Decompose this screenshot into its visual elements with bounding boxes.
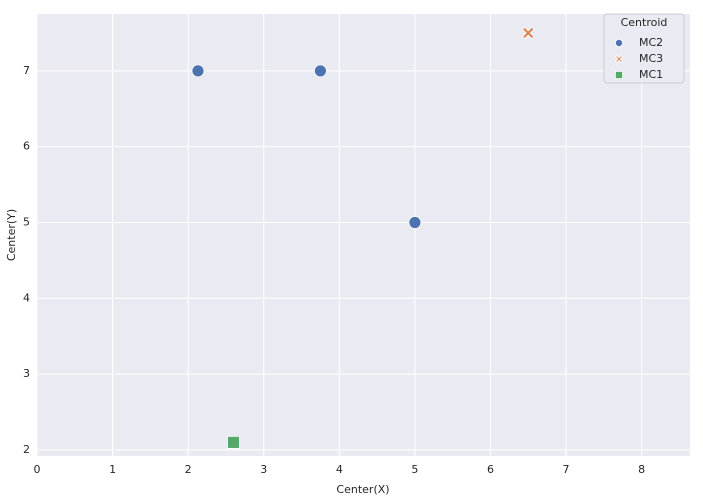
y-tick-label: 7 (23, 64, 30, 77)
marks (191, 26, 535, 449)
y-tick-label: 4 (23, 291, 30, 304)
x-tick-label: 3 (260, 463, 267, 476)
y-tick-label: 2 (23, 443, 30, 456)
x-tick-label: 6 (487, 463, 494, 476)
y-axis-label: Center(Y) (5, 209, 18, 261)
x-tick-label: 0 (34, 463, 41, 476)
x-tick-label: 5 (411, 463, 418, 476)
legend-label: MC3 (639, 52, 663, 65)
x-axis-label: Center(X) (336, 483, 389, 496)
x-tick-label: 1 (109, 463, 116, 476)
y-tick-label: 6 (23, 140, 30, 153)
legend-label: MC2 (639, 36, 663, 49)
x-tick-label: 8 (638, 463, 645, 476)
point (408, 216, 422, 229)
legend-box (603, 13, 685, 84)
grid (36, 14, 690, 456)
y-tick-label: 5 (23, 215, 30, 228)
legend-marker (615, 39, 624, 48)
point (191, 64, 205, 78)
y-tick-label: 3 (23, 367, 30, 380)
point (314, 64, 327, 78)
point (227, 435, 240, 449)
legend-title: Centroid (621, 16, 668, 29)
x-tick-label: 2 (185, 463, 192, 476)
legend-marker (615, 55, 623, 63)
x-tick-label: 4 (336, 463, 343, 476)
plot-area (37, 14, 690, 456)
legend-marker (615, 71, 624, 80)
legend-label: MC1 (639, 68, 663, 81)
x-tick-label: 7 (563, 463, 570, 476)
point (521, 26, 535, 40)
